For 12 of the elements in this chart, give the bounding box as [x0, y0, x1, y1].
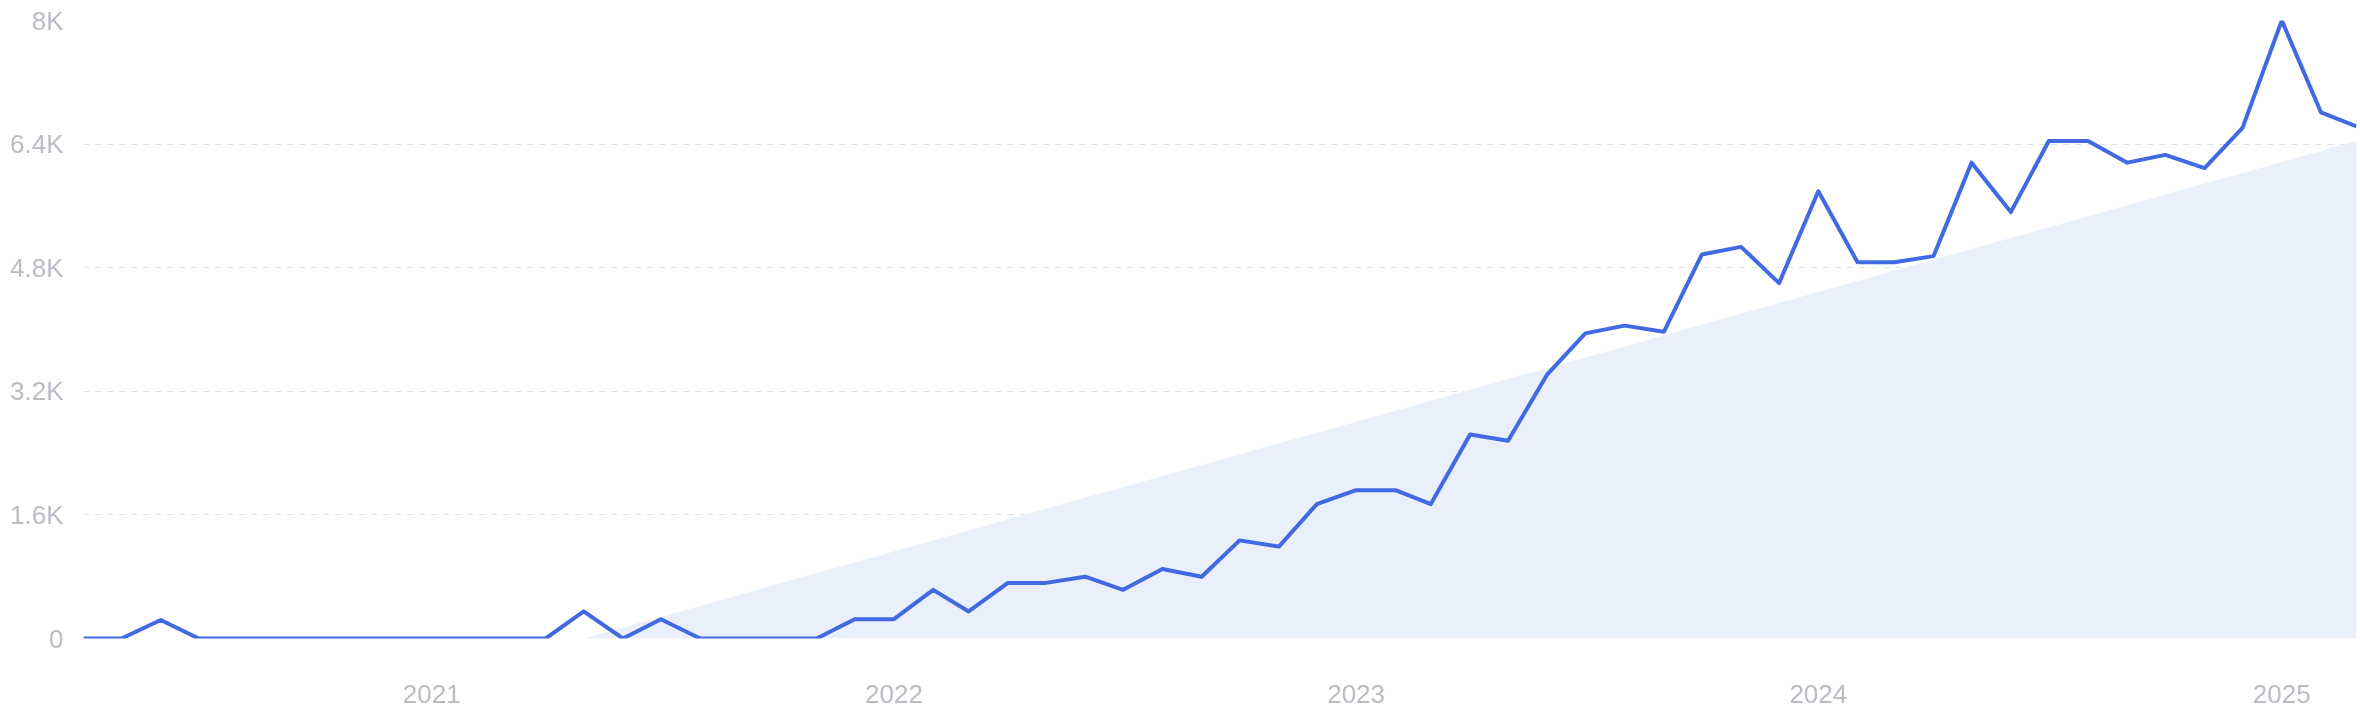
x-tick-label: 2025 — [2252, 678, 2311, 709]
x-tick-label: 2022 — [865, 678, 923, 709]
x-tick-label: 2021 — [402, 678, 461, 709]
y-tick-label: 0 — [49, 623, 64, 654]
y-tick-label: 3.2K — [10, 376, 65, 407]
y-tick-label: 1.6K — [10, 499, 65, 530]
x-tick-label: 2024 — [1789, 678, 1848, 709]
y-tick-label: 6.4K — [10, 129, 65, 160]
x-tick-label: 2023 — [1327, 678, 1386, 709]
y-tick-label: 8K — [31, 5, 65, 36]
y-tick-label: 4.8K — [10, 252, 65, 283]
line-series — [83, 20, 2357, 639]
